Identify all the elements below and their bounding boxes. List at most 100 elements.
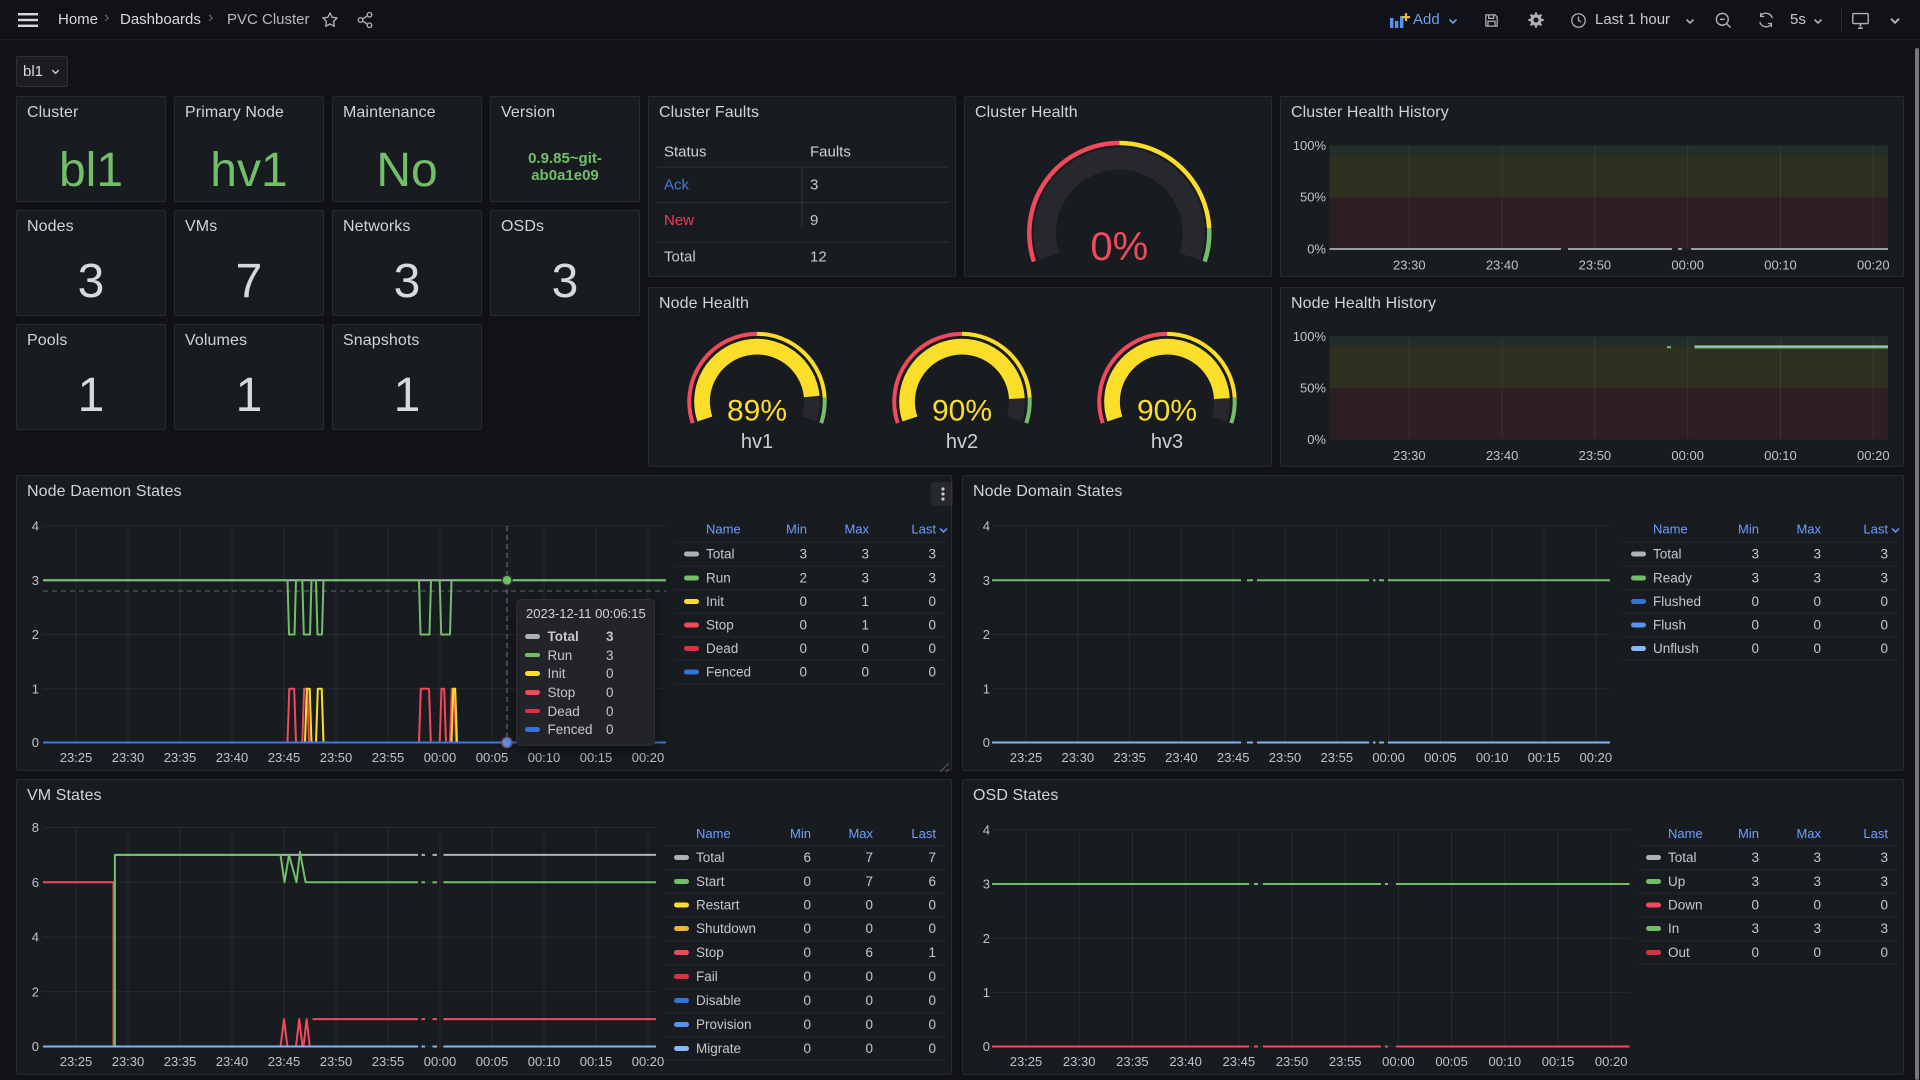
- svg-text:Total: Total: [706, 547, 735, 562]
- svg-text:3: 3: [1813, 850, 1821, 865]
- svg-text:00:05: 00:05: [1424, 750, 1457, 765]
- svg-text:0: 0: [799, 594, 807, 609]
- svg-text:0: 0: [803, 874, 811, 889]
- svg-text:3: 3: [861, 547, 869, 562]
- svg-text:0: 0: [983, 735, 990, 750]
- svg-text:Name: Name: [696, 826, 731, 841]
- svg-text:Name: Name: [1668, 826, 1703, 841]
- svg-text:0: 0: [1751, 641, 1759, 656]
- svg-text:Out: Out: [1668, 945, 1690, 960]
- svg-text:90%: 90%: [932, 394, 992, 427]
- svg-text:0: 0: [803, 898, 811, 913]
- svg-text:00:15: 00:15: [580, 750, 613, 765]
- svg-text:23:30: 23:30: [1393, 258, 1426, 273]
- svg-text:1: 1: [983, 985, 990, 1000]
- svg-text:23:50: 23:50: [1579, 258, 1612, 273]
- svg-text:Init: Init: [706, 594, 724, 609]
- svg-text:0: 0: [803, 921, 811, 936]
- svg-text:Min: Min: [1738, 522, 1759, 537]
- svg-text:Last: Last: [911, 522, 936, 537]
- svg-text:Max: Max: [848, 826, 873, 841]
- svg-text:23:55: 23:55: [1321, 750, 1354, 765]
- svg-text:0: 0: [1880, 945, 1888, 960]
- svg-text:4: 4: [32, 930, 39, 945]
- svg-text:0: 0: [1751, 618, 1759, 633]
- svg-text:23:35: 23:35: [1116, 1054, 1149, 1069]
- svg-text:3: 3: [928, 547, 936, 562]
- svg-text:00:05: 00:05: [1435, 1054, 1468, 1069]
- svg-text:Total: Total: [1653, 547, 1682, 562]
- svg-text:Status: Status: [664, 144, 707, 161]
- svg-text:23:45: 23:45: [1217, 750, 1250, 765]
- svg-text:0: 0: [928, 993, 936, 1008]
- svg-text:1: 1: [861, 618, 869, 633]
- svg-text:23:30: 23:30: [112, 1054, 145, 1069]
- svg-text:100%: 100%: [1293, 138, 1327, 153]
- svg-text:3: 3: [1880, 571, 1888, 586]
- svg-text:23:55: 23:55: [1329, 1054, 1362, 1069]
- svg-text:89%: 89%: [727, 394, 787, 427]
- svg-text:3: 3: [1813, 571, 1821, 586]
- svg-text:Max: Max: [1796, 826, 1821, 841]
- svg-text:00:15: 00:15: [580, 1054, 613, 1069]
- svg-text:7: 7: [865, 874, 873, 889]
- svg-text:Name: Name: [706, 522, 741, 537]
- svg-text:23:40: 23:40: [216, 1054, 249, 1069]
- svg-text:1: 1: [32, 681, 39, 696]
- svg-text:0: 0: [928, 618, 936, 633]
- svg-text:0: 0: [1880, 618, 1888, 633]
- svg-text:2: 2: [32, 627, 39, 642]
- svg-text:23:55: 23:55: [372, 1054, 405, 1069]
- svg-text:Min: Min: [786, 522, 807, 537]
- svg-text:Total: Total: [664, 249, 696, 266]
- svg-text:hv3: hv3: [1151, 431, 1183, 453]
- svg-text:0: 0: [1813, 618, 1821, 633]
- svg-text:3: 3: [1880, 547, 1888, 562]
- svg-text:00:20: 00:20: [1595, 1054, 1628, 1069]
- svg-text:hv1: hv1: [741, 431, 773, 453]
- svg-text:Min: Min: [1738, 826, 1759, 841]
- svg-text:Last: Last: [1863, 522, 1888, 537]
- svg-text:0: 0: [1813, 945, 1821, 960]
- svg-text:0: 0: [1880, 641, 1888, 656]
- svg-text:Provision: Provision: [696, 1017, 752, 1032]
- svg-text:00:10: 00:10: [1489, 1054, 1522, 1069]
- svg-text:6: 6: [32, 875, 39, 890]
- svg-text:0: 0: [928, 641, 936, 656]
- svg-text:23:50: 23:50: [1269, 750, 1302, 765]
- svg-text:50%: 50%: [1300, 380, 1326, 395]
- svg-text:3: 3: [1751, 850, 1759, 865]
- svg-text:3: 3: [1813, 921, 1821, 936]
- svg-text:Ready: Ready: [1653, 571, 1692, 586]
- svg-text:0: 0: [32, 1039, 39, 1054]
- svg-text:00:10: 00:10: [1764, 258, 1797, 273]
- svg-text:3: 3: [1880, 850, 1888, 865]
- svg-text:Unflush: Unflush: [1653, 641, 1699, 656]
- svg-text:0: 0: [1751, 594, 1759, 609]
- svg-text:23:50: 23:50: [320, 1054, 353, 1069]
- svg-text:0: 0: [799, 665, 807, 680]
- svg-text:00:15: 00:15: [1528, 750, 1561, 765]
- svg-text:00:20: 00:20: [632, 750, 665, 765]
- svg-text:0: 0: [928, 898, 936, 913]
- svg-text:00:20: 00:20: [1857, 448, 1890, 463]
- svg-text:0: 0: [1813, 898, 1821, 913]
- svg-text:Start: Start: [696, 874, 725, 889]
- svg-text:23:35: 23:35: [1113, 750, 1146, 765]
- svg-text:0: 0: [803, 969, 811, 984]
- svg-text:0: 0: [32, 735, 39, 750]
- svg-text:Stop: Stop: [696, 945, 724, 960]
- svg-text:6: 6: [928, 874, 936, 889]
- svg-text:Last: Last: [1863, 826, 1888, 841]
- svg-text:0: 0: [865, 921, 873, 936]
- svg-text:0: 0: [928, 1041, 936, 1056]
- svg-text:23:35: 23:35: [164, 1054, 197, 1069]
- svg-text:2: 2: [799, 571, 807, 586]
- svg-text:00:15: 00:15: [1542, 1054, 1575, 1069]
- svg-text:23:40: 23:40: [216, 750, 249, 765]
- svg-text:12: 12: [810, 249, 827, 266]
- svg-text:3: 3: [1751, 547, 1759, 562]
- svg-text:00:05: 00:05: [476, 750, 509, 765]
- svg-text:00:05: 00:05: [476, 1054, 509, 1069]
- svg-text:3: 3: [983, 877, 990, 892]
